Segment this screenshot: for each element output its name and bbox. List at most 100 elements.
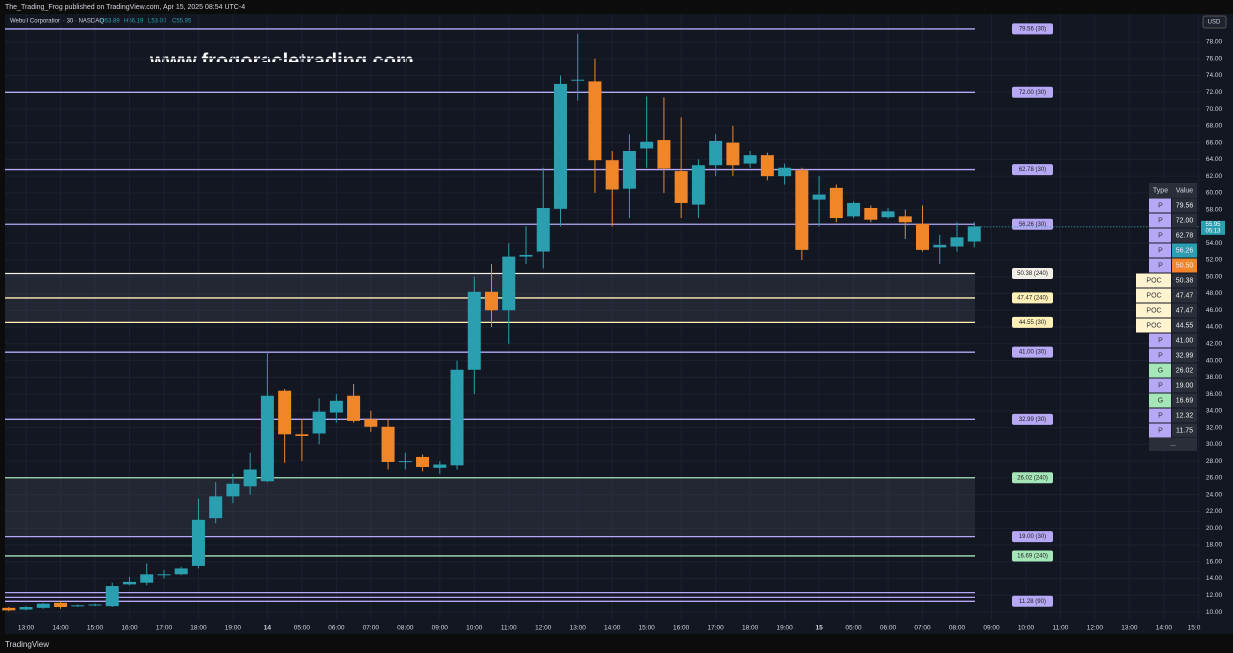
- y-tick-label: 60.00: [1206, 190, 1223, 197]
- level-label: 11.28 (90): [1019, 599, 1046, 605]
- table-value: 44.55: [1176, 322, 1194, 329]
- table-type: POC: [1146, 322, 1161, 329]
- table-header-cell: [1172, 183, 1197, 198]
- y-tick-label: 30.00: [1206, 441, 1223, 448]
- level-label: 41.00 (30): [1019, 350, 1046, 356]
- table-more: ...: [1170, 441, 1176, 448]
- level-label: 32.99 (30): [1019, 417, 1046, 423]
- y-tick-label: 50.00: [1206, 273, 1223, 280]
- table-value: 12.32: [1176, 412, 1194, 419]
- currency[interactable]: USD: [1208, 20, 1221, 26]
- y-tick-label: 54.00: [1206, 240, 1223, 247]
- table-value-cell: [1172, 318, 1197, 333]
- level-tag: [1012, 292, 1053, 304]
- x-tick-label: 17:00: [707, 625, 724, 632]
- ohlc-value: L53.00: [148, 19, 167, 25]
- table-type-cell: [1149, 408, 1171, 423]
- candle-body: [726, 142, 740, 166]
- table-value: 26.02: [1176, 367, 1194, 374]
- y-tick-label: 70.00: [1206, 106, 1223, 113]
- currency-box[interactable]: [1202, 15, 1227, 29]
- level-tag: [1012, 346, 1053, 358]
- table-type: P: [1158, 202, 1163, 209]
- candle-body: [433, 464, 447, 468]
- candle-body: [243, 469, 257, 487]
- zone: [5, 477, 975, 537]
- table-value-cell: [1172, 273, 1197, 288]
- table-type: P: [1158, 382, 1163, 389]
- candle-body: [36, 603, 50, 608]
- level-label: 44.55 (30): [1019, 320, 1046, 326]
- table-value: 56.26: [1176, 247, 1194, 254]
- x-tick-label: 16:00: [121, 625, 138, 632]
- table-type: POC: [1146, 307, 1161, 314]
- table-type: P: [1158, 247, 1163, 254]
- watermark: www.frogoracletrading.com: [149, 50, 414, 72]
- x-tick-label: 06:00: [328, 625, 345, 632]
- table-type-cell: [1136, 318, 1171, 333]
- table-type-cell: [1149, 333, 1171, 348]
- table-header: Value: [1176, 187, 1193, 194]
- candle-body: [485, 291, 499, 311]
- level-tag: [1012, 23, 1053, 35]
- x-tick-label: 15:00: [87, 625, 104, 632]
- table-value: 19.00: [1176, 382, 1194, 389]
- x-tick-label: 19:00: [776, 625, 793, 632]
- y-tick-label: 14.00: [1206, 575, 1223, 582]
- y-tick-label: 26.00: [1206, 475, 1223, 482]
- candle-body: [416, 456, 430, 468]
- candle-body: [19, 607, 33, 610]
- candle-body: [347, 395, 361, 421]
- footer-logo: TradingView: [5, 640, 49, 649]
- y-tick-label: 76.00: [1206, 55, 1223, 62]
- table-type: G: [1158, 367, 1163, 374]
- table-type-cell: [1149, 228, 1171, 243]
- candle-body: [622, 150, 636, 189]
- candle-body: [2, 607, 16, 611]
- level-label: 72.00 (30): [1019, 90, 1046, 96]
- candle-body: [778, 167, 792, 177]
- candle-body: [864, 207, 878, 220]
- candle-body: [519, 254, 533, 257]
- candle-body: [295, 434, 309, 436]
- table-type-cell: [1136, 303, 1171, 318]
- candle-body: [191, 519, 205, 566]
- table-value: 50.50: [1176, 262, 1194, 269]
- table-type: P: [1158, 337, 1163, 344]
- level-tag: [1012, 316, 1053, 328]
- x-tick-label: 11:00: [501, 625, 517, 632]
- candle-body: [829, 187, 843, 219]
- table-type-cell: [1149, 198, 1171, 213]
- table-value-cell: [1172, 408, 1197, 423]
- table-value-cell: [1172, 228, 1197, 243]
- candle-body: [536, 207, 550, 252]
- table-type-cell: [1149, 243, 1171, 258]
- candle-body: [657, 140, 671, 169]
- table-value-cell: [1172, 213, 1197, 228]
- x-tick-label: 17:00: [156, 625, 173, 632]
- level-tag: [1012, 531, 1053, 543]
- table-value: 11.75: [1176, 427, 1193, 434]
- candle-body: [760, 155, 774, 177]
- candle-body: [88, 604, 102, 606]
- y-tick-label: 40.00: [1206, 357, 1223, 364]
- x-tick-label: 05:00: [845, 625, 862, 632]
- candle-body: [312, 411, 326, 434]
- x-tick-label: 12:00: [1087, 625, 1104, 632]
- level-label: 19.00 (30): [1019, 534, 1046, 540]
- x-tick-label: 08:00: [397, 625, 414, 632]
- x-tick-label: 13:00: [570, 625, 587, 632]
- table-value-cell: [1172, 378, 1197, 393]
- x-tick-label: 18:00: [742, 625, 759, 632]
- y-tick-label: 48.00: [1206, 290, 1223, 297]
- table-value-cell: [1172, 393, 1197, 408]
- y-tick-label: 36.00: [1206, 391, 1223, 398]
- level-tag: [1012, 268, 1053, 280]
- x-tick-label: 15:00: [639, 625, 656, 632]
- y-tick-label: 20.00: [1206, 525, 1223, 532]
- y-tick-label: 24.00: [1206, 491, 1223, 498]
- table-type-cell: [1149, 258, 1171, 273]
- last-price-label: 55.95: [1205, 222, 1221, 228]
- table-value-cell: [1172, 348, 1197, 363]
- table-type-cell: [1149, 213, 1171, 228]
